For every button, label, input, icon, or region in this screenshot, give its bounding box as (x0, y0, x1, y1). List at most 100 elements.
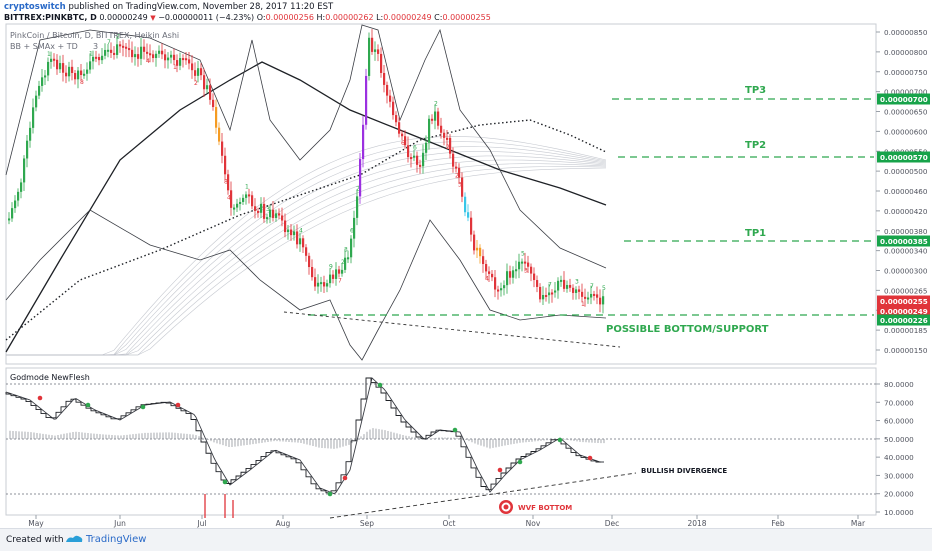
candle-body (179, 58, 182, 66)
candle-body (365, 75, 368, 125)
candle-body (221, 141, 224, 156)
td-count-label: 7 (548, 281, 552, 288)
indicator-value: 3 (93, 42, 98, 51)
time-tick-label: Feb (771, 519, 785, 528)
candle-body (104, 49, 107, 56)
candle-body (239, 201, 242, 204)
oscillator-pane[interactable] (5, 367, 877, 516)
time-tick-label: Dec (605, 519, 620, 528)
symbol-label[interactable]: BITTREX:PINKBTC, D (4, 13, 97, 22)
candle-body (572, 287, 575, 293)
td-count-label: 6 (350, 228, 354, 235)
candle-body (383, 72, 386, 85)
price-tick-label: 0.00000300 (884, 267, 928, 276)
osc-signal-dot (452, 427, 458, 433)
candle-body (527, 262, 530, 267)
candle-body (11, 208, 14, 219)
footer-bar: Created with TradingView (0, 528, 932, 551)
price-tick-label: 0.00000340 (884, 247, 928, 256)
high-label: H: (316, 13, 326, 22)
candle-body (452, 153, 455, 167)
candle-body (320, 282, 323, 285)
candle-body (551, 292, 554, 295)
candle-body (329, 274, 332, 284)
price-pane[interactable] (5, 23, 877, 365)
oscillator-axis[interactable]: 80.0000 70.0000 60.0000 50.0000 40.0000 30.00… (876, 380, 914, 517)
support-label: POSSIBLE BOTTOM/SUPPORT (606, 324, 769, 335)
time-tick-label: Jul (196, 519, 206, 528)
bollinger-upper-line (5, 24, 607, 269)
author-link[interactable]: cryptoswitch (4, 2, 66, 12)
candle-body (266, 217, 269, 220)
candle-body (422, 152, 425, 167)
candle-body (302, 238, 305, 248)
candle-body (347, 257, 350, 260)
td-count-label: 4 (485, 275, 489, 282)
candle-body (128, 48, 131, 51)
td-count-label: 3 (266, 206, 270, 213)
td-count-label: 1 (245, 183, 249, 190)
candle-body (515, 269, 518, 272)
price-badge (877, 305, 930, 317)
osc-signal-dot (342, 475, 348, 481)
candle-body (470, 217, 473, 235)
price-tick-label: 0.00000460 (884, 187, 928, 196)
td-count-label: 1 (173, 64, 177, 71)
time-axis[interactable]: May Jun Jul Aug Sep Oct Nov Dec 2018 Feb Mar (28, 515, 866, 528)
candle-body (158, 50, 161, 54)
candle-body (536, 280, 539, 287)
low-label: L: (376, 13, 384, 22)
candle-body (119, 44, 122, 47)
candle-body (311, 267, 314, 278)
candle-body (389, 95, 392, 102)
candle-body (173, 54, 176, 61)
td-count-label: 3 (344, 247, 348, 254)
td-count-label: 6 (413, 145, 417, 152)
open-value: 0.00000256 (265, 13, 314, 22)
candle-body (443, 132, 446, 138)
price-tick-label: 0.00000420 (884, 207, 928, 216)
candle-body (152, 54, 155, 59)
price-badge (877, 93, 930, 105)
candle-body (20, 182, 23, 192)
candle-body (92, 56, 95, 62)
candle-body (401, 133, 404, 137)
candle-body (395, 115, 398, 123)
candle-body (272, 209, 275, 218)
candle-body (518, 261, 521, 270)
candle-body (494, 277, 497, 290)
candle-body (251, 195, 254, 207)
candle-body (125, 46, 128, 49)
tradingview-brand[interactable]: TradingView (86, 534, 147, 545)
candle-body (593, 293, 596, 296)
candle-body (545, 295, 548, 298)
td-count-label: 1 (581, 301, 585, 308)
candle-body (308, 255, 311, 268)
price-badge-label: 0.00000385 (880, 237, 928, 246)
price-tick-label: 0.00000800 (884, 48, 928, 57)
candle-body (476, 247, 479, 251)
candle-body (323, 282, 326, 287)
candle-body (8, 218, 11, 221)
candle-body (410, 157, 413, 160)
candle-body (143, 46, 146, 52)
candle-body (95, 56, 98, 59)
tp1-label: TP1 (745, 228, 766, 239)
candle-body (167, 57, 170, 61)
candle-body (89, 61, 92, 70)
price-badges: 0.00000700 0.00000570 0.00000385 0.00000255… (877, 93, 930, 326)
osc-slow-line (5, 377, 601, 494)
price-badge-label: 0.00000700 (880, 95, 928, 104)
osc-signal-dot (377, 382, 383, 388)
candle-body (428, 118, 431, 143)
candle-body (560, 279, 563, 282)
candle-body (176, 60, 179, 66)
osc-signal-dot (85, 402, 91, 408)
td-count-label: 5 (602, 285, 606, 292)
candle-body (335, 269, 338, 279)
indicator-label: BB + SMAx + TD (10, 42, 78, 51)
candle-body (290, 229, 293, 236)
candle-body (278, 213, 281, 216)
price-badge (877, 295, 930, 307)
